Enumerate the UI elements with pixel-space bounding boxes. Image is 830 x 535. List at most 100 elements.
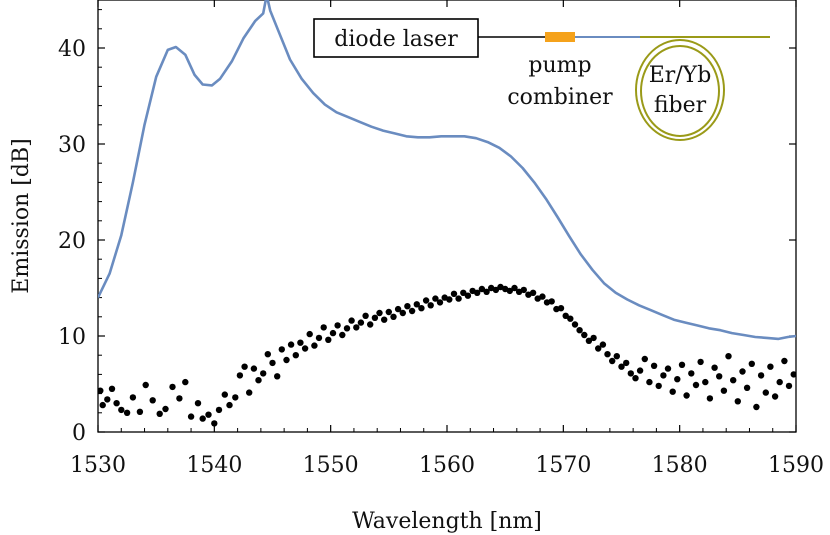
series-line-layer (98, 0, 796, 341)
scatter-point (129, 394, 137, 401)
scatter-point (104, 396, 111, 403)
scatter-point (320, 324, 327, 331)
y-axis-title: Emission [dB] (9, 138, 34, 293)
scatter-point (571, 321, 579, 328)
scatter-point (739, 368, 746, 375)
scatter-point (730, 377, 737, 384)
fiber-coil-inner (640, 45, 720, 137)
scatter-point (432, 295, 439, 302)
scatter-point (427, 302, 434, 309)
scatter-point (136, 408, 144, 415)
scatter-point (162, 405, 169, 413)
scatter-point (557, 305, 565, 312)
fiber-label-line2: fiber (654, 93, 707, 118)
scatter-point (669, 388, 676, 395)
scatter-point (274, 373, 281, 380)
scatter-point (720, 387, 728, 394)
x-axis-title: Wavelength [nm] (352, 509, 542, 534)
scatter-point (697, 358, 704, 366)
x-tick-label: 1540 (186, 453, 242, 478)
scatter-point (142, 381, 149, 389)
scatter-point (236, 372, 244, 379)
scatter-point (264, 351, 271, 358)
scatter-point (311, 342, 318, 349)
scatter-point (215, 406, 223, 414)
scatter-point (123, 409, 131, 416)
scatter-point (255, 377, 262, 384)
y-tick-label: 10 (58, 325, 86, 350)
scatter-point (404, 303, 411, 310)
scatter-point (539, 293, 546, 300)
scatter-point (339, 331, 346, 339)
scatter-point (618, 363, 625, 370)
scatter-point (108, 385, 116, 392)
scatter-point (506, 287, 513, 295)
scatter-point (548, 298, 555, 305)
scatter-point (520, 286, 527, 294)
pump-combiner-block (545, 32, 575, 42)
scatter-point (381, 316, 388, 323)
axis-ticks (97, 0, 797, 433)
scatter-point (492, 286, 500, 294)
scatter-point (785, 382, 793, 390)
scatter-point (343, 325, 351, 332)
series-dots-layer (98, 283, 796, 427)
x-tick-label: 1580 (652, 453, 708, 478)
scatter-point (450, 290, 458, 297)
scatter-point (176, 395, 183, 402)
scatter-point (478, 285, 486, 293)
scatter-point (362, 312, 369, 319)
scatter-point (422, 297, 430, 304)
scatter-point (562, 312, 569, 319)
scatter-point (98, 387, 104, 394)
scatter-point (113, 400, 120, 407)
scatter-point (187, 413, 195, 420)
scatter-point (599, 341, 607, 348)
scatter-point (613, 353, 620, 360)
scatter-point (283, 356, 290, 364)
scatter-point (529, 289, 537, 296)
scatter-point (725, 353, 732, 360)
scatter-point (781, 357, 788, 365)
scatter-point (348, 317, 355, 324)
scatter-point (576, 327, 583, 334)
setup-schematic: diode laser pump combiner Er/Yb fiber (313, 18, 770, 141)
x-tick-label: 1570 (535, 453, 591, 478)
x-tick-label: 1530 (70, 453, 126, 478)
scatter-point (706, 395, 714, 402)
scatter-point (474, 289, 481, 296)
scatter-point (394, 305, 402, 313)
scatter-point (118, 406, 125, 414)
pump-combiner-label-line2: combiner (507, 85, 613, 110)
scatter-point (632, 375, 639, 382)
scatter-point (683, 392, 690, 399)
scatter-point (232, 394, 239, 401)
scatter-point (301, 345, 309, 352)
tick-labels: 1530 1540 1550 1560 1570 1580 1590 0 10 20 30 40 (58, 37, 824, 478)
scatter-point (604, 351, 611, 358)
scatter-point (194, 400, 202, 407)
scatter-point (292, 352, 299, 359)
scatter-point (590, 334, 597, 342)
scatter-point (446, 296, 453, 303)
scatter-point (743, 384, 751, 391)
scatter-point (169, 383, 176, 391)
scatter-point (678, 361, 686, 368)
scatter-point (329, 329, 337, 337)
scatter-point (287, 341, 295, 348)
scatter-point (646, 378, 653, 386)
scatter-point (250, 365, 258, 372)
scatter-point (609, 357, 616, 365)
scatter-point (771, 393, 779, 400)
scatter-point (385, 308, 392, 316)
scatter-point (688, 370, 695, 377)
y-tick-label: 0 (72, 421, 86, 446)
diode-laser-box (313, 18, 479, 58)
scatter-point (367, 321, 374, 328)
scatter-point (748, 360, 755, 367)
scatter-point (567, 315, 574, 322)
scatter-point (306, 330, 313, 338)
scatter-point (334, 322, 341, 329)
scatter-point (211, 420, 218, 427)
scatter-point (664, 365, 672, 372)
